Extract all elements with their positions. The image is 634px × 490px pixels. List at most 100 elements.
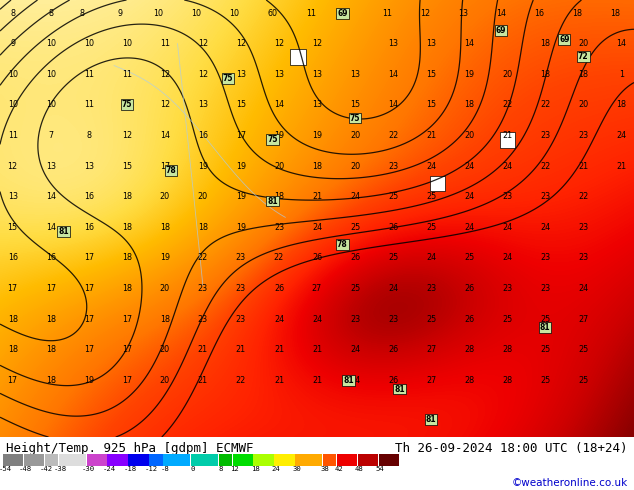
Text: 12: 12 bbox=[160, 70, 170, 79]
Text: 21: 21 bbox=[198, 376, 208, 385]
Text: 8: 8 bbox=[218, 466, 223, 472]
Text: 13: 13 bbox=[388, 39, 398, 48]
Text: 24: 24 bbox=[464, 162, 474, 171]
Text: 18: 18 bbox=[578, 70, 588, 79]
Text: 9: 9 bbox=[10, 39, 15, 48]
Text: 19: 19 bbox=[236, 162, 246, 171]
Text: 23: 23 bbox=[388, 162, 398, 171]
Text: 18: 18 bbox=[540, 70, 550, 79]
Text: 24: 24 bbox=[312, 315, 322, 323]
Text: 26: 26 bbox=[274, 284, 284, 293]
Text: -42: -42 bbox=[40, 466, 53, 472]
Text: 22: 22 bbox=[578, 192, 588, 201]
Text: 14: 14 bbox=[496, 9, 506, 18]
Text: 16: 16 bbox=[84, 223, 94, 232]
Text: 18: 18 bbox=[122, 192, 132, 201]
Text: 10: 10 bbox=[46, 70, 56, 79]
Text: 18: 18 bbox=[540, 39, 550, 48]
Text: 22: 22 bbox=[236, 376, 246, 385]
Text: 23: 23 bbox=[236, 315, 246, 323]
Text: 25: 25 bbox=[426, 223, 436, 232]
Text: 21: 21 bbox=[274, 345, 284, 354]
Text: 27: 27 bbox=[312, 284, 322, 293]
Text: 11: 11 bbox=[84, 100, 94, 109]
Text: 19: 19 bbox=[236, 223, 246, 232]
Text: 24: 24 bbox=[616, 131, 626, 140]
Bar bbox=[337, 454, 357, 466]
Text: 24: 24 bbox=[271, 466, 280, 472]
Text: 72: 72 bbox=[578, 52, 588, 61]
Text: 18: 18 bbox=[312, 162, 322, 171]
Text: 18: 18 bbox=[274, 192, 284, 201]
Text: 23: 23 bbox=[578, 223, 588, 232]
Text: 42: 42 bbox=[334, 466, 343, 472]
Text: 17: 17 bbox=[84, 315, 94, 323]
Text: 14: 14 bbox=[388, 70, 398, 79]
Text: 24: 24 bbox=[578, 284, 588, 293]
Text: 13: 13 bbox=[274, 70, 284, 79]
Text: 16: 16 bbox=[46, 253, 56, 262]
Text: -24: -24 bbox=[103, 466, 116, 472]
Text: 23: 23 bbox=[578, 131, 588, 140]
Text: 20: 20 bbox=[578, 100, 588, 109]
Bar bbox=[275, 454, 295, 466]
Text: 15: 15 bbox=[122, 162, 132, 171]
Text: 81: 81 bbox=[540, 323, 550, 332]
Text: 75: 75 bbox=[268, 135, 278, 145]
Text: 22: 22 bbox=[540, 162, 550, 171]
Text: 38: 38 bbox=[320, 466, 329, 472]
Text: 21: 21 bbox=[312, 192, 322, 201]
Text: 24: 24 bbox=[540, 223, 550, 232]
Text: 26: 26 bbox=[388, 376, 398, 385]
Text: 54: 54 bbox=[376, 466, 385, 472]
Text: ©weatheronline.co.uk: ©weatheronline.co.uk bbox=[512, 478, 628, 488]
Text: 15: 15 bbox=[426, 100, 436, 109]
Text: 25: 25 bbox=[350, 223, 360, 232]
Text: 10: 10 bbox=[122, 39, 132, 48]
Text: 18: 18 bbox=[616, 100, 626, 109]
Text: 69: 69 bbox=[496, 26, 506, 35]
Text: 23: 23 bbox=[350, 315, 360, 323]
Text: 15: 15 bbox=[8, 223, 18, 232]
Text: 21: 21 bbox=[312, 345, 322, 354]
Text: 17: 17 bbox=[236, 131, 246, 140]
Bar bbox=[295, 454, 322, 466]
FancyBboxPatch shape bbox=[290, 49, 306, 65]
Text: -8: -8 bbox=[160, 466, 169, 472]
Bar bbox=[24, 454, 44, 466]
Text: 22: 22 bbox=[198, 253, 208, 262]
Text: 13: 13 bbox=[46, 162, 56, 171]
Text: -30: -30 bbox=[82, 466, 95, 472]
Text: 15: 15 bbox=[236, 100, 246, 109]
Text: 15: 15 bbox=[426, 70, 436, 79]
Text: 17: 17 bbox=[122, 376, 132, 385]
Text: 17: 17 bbox=[122, 315, 132, 323]
Text: 69: 69 bbox=[337, 9, 347, 18]
Text: 18: 18 bbox=[46, 345, 56, 354]
Text: 17: 17 bbox=[84, 253, 94, 262]
Text: 81: 81 bbox=[268, 196, 278, 206]
Bar bbox=[323, 454, 337, 466]
Text: 16: 16 bbox=[84, 192, 94, 201]
Text: 20: 20 bbox=[274, 162, 284, 171]
Text: 18: 18 bbox=[122, 223, 132, 232]
Text: 23: 23 bbox=[198, 315, 208, 323]
Text: 23: 23 bbox=[540, 131, 550, 140]
Text: 24: 24 bbox=[350, 345, 360, 354]
Text: 23: 23 bbox=[540, 284, 550, 293]
Text: 22: 22 bbox=[274, 253, 284, 262]
Text: 25: 25 bbox=[388, 192, 398, 201]
Text: 12: 12 bbox=[274, 39, 284, 48]
Text: 16: 16 bbox=[8, 253, 18, 262]
Text: 11: 11 bbox=[8, 131, 18, 140]
Text: 17: 17 bbox=[122, 345, 132, 354]
Text: 23: 23 bbox=[540, 192, 550, 201]
Text: 24: 24 bbox=[426, 253, 436, 262]
Text: 14: 14 bbox=[464, 39, 474, 48]
Text: 21: 21 bbox=[274, 376, 284, 385]
Bar bbox=[149, 454, 163, 466]
Text: 16: 16 bbox=[198, 131, 208, 140]
Text: 25: 25 bbox=[464, 253, 474, 262]
Text: Th 26-09-2024 18:00 UTC (18+24): Th 26-09-2024 18:00 UTC (18+24) bbox=[395, 442, 628, 455]
Text: 17: 17 bbox=[8, 284, 18, 293]
